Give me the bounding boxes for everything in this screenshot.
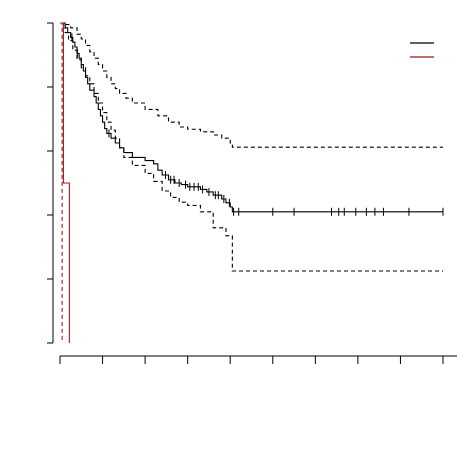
axes	[52, 23, 457, 357]
group2-estimate-line	[60, 22, 70, 343]
legend	[410, 42, 434, 58]
group1-estimate-line	[60, 22, 443, 213]
axis-ticks	[47, 22, 444, 364]
group1-lower-ci-line	[60, 22, 443, 272]
censor-marks	[71, 33, 444, 216]
group2-ci-line	[60, 22, 63, 343]
group1-upper-ci-line	[60, 22, 443, 148]
survival-curves	[60, 22, 443, 343]
